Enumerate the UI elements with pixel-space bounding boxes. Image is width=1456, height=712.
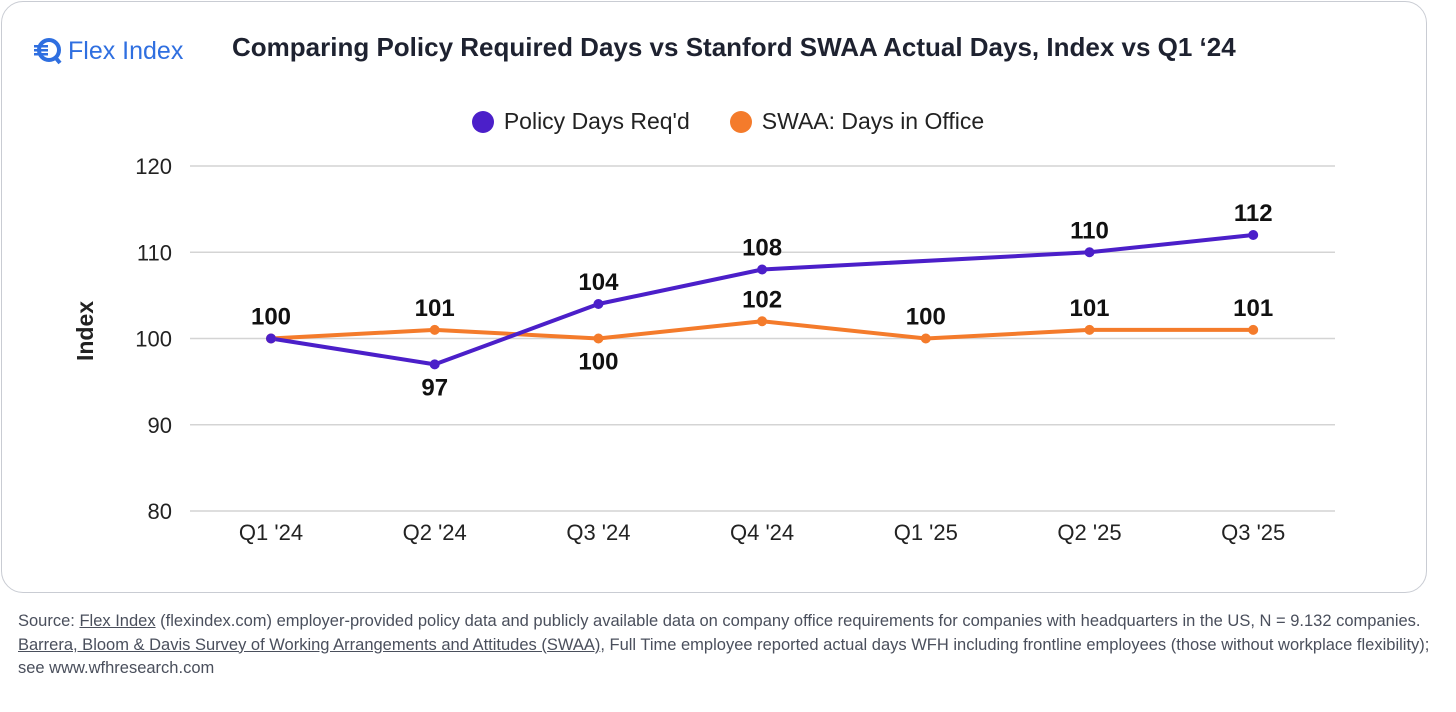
flex-index-link[interactable]: Flex Index xyxy=(79,612,156,630)
x-tick-label: Q4 '24 xyxy=(730,520,794,545)
source-prefix: Source: xyxy=(18,612,80,630)
y-axis-title: Index xyxy=(72,301,98,361)
chart-frame xyxy=(1,1,1427,593)
data-point xyxy=(266,333,276,344)
x-tick-label: Q2 '24 xyxy=(403,520,467,545)
x-tick-label: Q3 '25 xyxy=(1221,520,1285,545)
legend-item-policy[interactable]: Policy Days Req'd xyxy=(471,108,690,135)
legend-marker-swaa xyxy=(729,110,752,133)
x-tick-label: Q2 '25 xyxy=(1057,520,1121,545)
source-text-2: , Full Time employee reported actual day… xyxy=(18,635,1430,678)
legend-label-policy: Policy Days Req'd xyxy=(503,108,690,134)
data-label: 108 xyxy=(742,235,782,262)
data-point xyxy=(429,359,440,370)
data-label: 100 xyxy=(906,304,946,331)
y-tick-label: 80 xyxy=(148,499,172,524)
line-chart: 80 90 100 110 120 Q1 '24 Q2 '24 Q3 '24 Q4 '24 Q1 … xyxy=(72,154,1335,545)
data-label: 101 xyxy=(1069,295,1109,322)
legend-item-swaa[interactable]: SWAA: Days in Office xyxy=(729,108,985,135)
data-label: 101 xyxy=(1233,295,1273,322)
y-tick-label: 100 xyxy=(135,327,172,352)
legend: Policy Days Req'd SWAA: Days in Office xyxy=(0,108,1456,135)
chart-title: Comparing Policy Required Days vs Stanfo… xyxy=(232,32,1236,62)
data-point xyxy=(1084,324,1095,335)
legend-marker-policy xyxy=(471,110,494,133)
data-label: 112 xyxy=(1234,200,1273,227)
data-point xyxy=(757,264,768,275)
brand-logo: Flex Index xyxy=(32,36,183,66)
data-point xyxy=(1084,247,1095,258)
data-label: 101 xyxy=(415,295,455,322)
x-tick-label: Q1 '25 xyxy=(894,520,958,545)
source-text-1: (flexindex.com) employer-provided policy… xyxy=(155,612,1421,630)
data-label: 100 xyxy=(251,304,291,331)
x-tick-label: Q1 '24 xyxy=(239,520,303,545)
y-tick-label: 90 xyxy=(148,413,172,438)
data-label: 100 xyxy=(578,349,618,376)
brand-name: Flex Index xyxy=(68,36,184,65)
data-point xyxy=(593,333,604,344)
source-footer: Source: Flex Index (flexindex.com) emplo… xyxy=(18,610,1438,681)
data-label: 110 xyxy=(1070,217,1109,244)
data-point xyxy=(1248,230,1259,240)
data-label: 97 xyxy=(421,374,448,401)
data-point xyxy=(429,324,440,335)
data-point xyxy=(920,333,931,344)
data-point xyxy=(1248,324,1259,335)
x-tick-label: Q3 '24 xyxy=(566,520,630,545)
y-tick-label: 120 xyxy=(135,154,172,179)
data-point xyxy=(757,316,768,327)
series-line-policy xyxy=(270,233,1254,367)
legend-label-swaa: SWAA: Days in Office xyxy=(761,108,985,134)
swaa-link[interactable]: Barrera, Bloom & Davis Survey of Working… xyxy=(18,635,601,654)
data-point xyxy=(593,299,604,309)
y-tick-label: 110 xyxy=(137,240,172,265)
flex-index-logo-icon xyxy=(34,38,62,65)
data-label: 102 xyxy=(742,286,782,313)
data-label: 104 xyxy=(578,269,619,296)
